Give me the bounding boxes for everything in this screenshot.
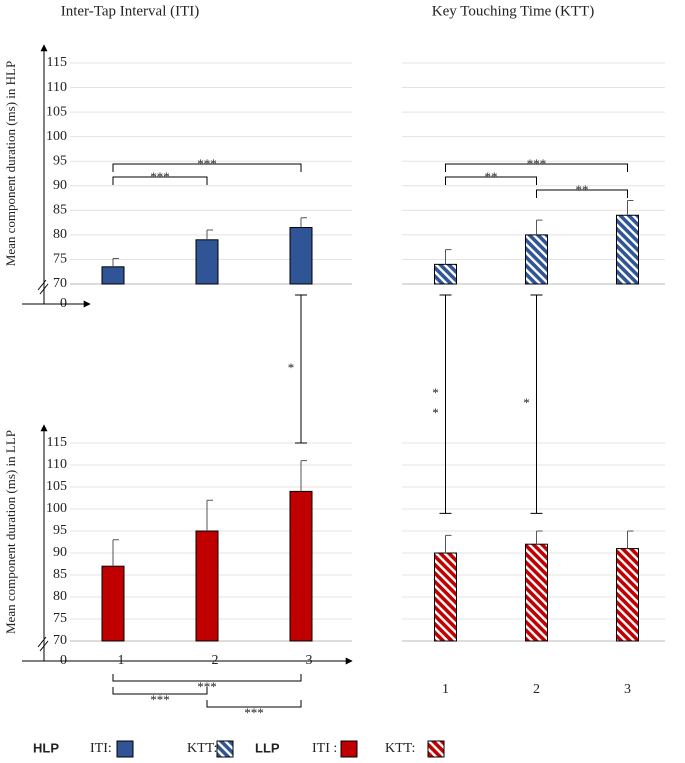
bar xyxy=(525,543,548,642)
axis-break xyxy=(37,636,49,652)
between-bracket xyxy=(439,294,452,514)
bar xyxy=(289,490,313,642)
error-bar xyxy=(445,249,452,265)
y-tick-label: 90 xyxy=(53,178,67,193)
bar xyxy=(195,239,219,285)
legend-swatch xyxy=(116,740,134,758)
bar xyxy=(289,227,313,285)
bar xyxy=(434,552,457,642)
error-bar xyxy=(300,217,307,228)
chart-title: Inter-Tap Interval (ITI) xyxy=(61,3,200,19)
y-tick-label: 110 xyxy=(47,457,67,472)
chart-title: Key Touching Time (KTT) xyxy=(432,3,594,19)
between-label-char: * xyxy=(432,405,439,420)
between-label: * xyxy=(523,395,530,410)
bar xyxy=(616,548,639,642)
error-bar xyxy=(300,460,307,492)
x-tick-label: 3 xyxy=(306,653,313,668)
significance-bracket xyxy=(536,189,628,198)
between-bracket xyxy=(295,294,307,444)
between-label-char: * xyxy=(288,360,295,375)
y-tick-label: 85 xyxy=(53,203,67,218)
significance-bracket xyxy=(445,176,537,185)
significance-label: *** xyxy=(150,692,170,707)
between-bracket xyxy=(530,294,543,514)
error-bar xyxy=(206,499,213,531)
y-tick-label: 110 xyxy=(47,80,67,95)
bar xyxy=(101,565,125,642)
significance-label: *** xyxy=(244,705,264,720)
y-axis-label: Mean component duration (ms) in HLP xyxy=(3,61,18,266)
legend-label: KTT: xyxy=(385,741,415,756)
axis-break xyxy=(37,279,49,295)
error-bar xyxy=(112,539,119,567)
x-tick-label: 2 xyxy=(533,682,540,697)
legend-label: ITI : xyxy=(312,741,337,756)
legend-swatch xyxy=(216,740,234,758)
error-bar xyxy=(445,534,452,553)
y-axis-label: Mean component duration (ms) in LLP xyxy=(3,430,18,634)
legend-group: LLP xyxy=(255,740,280,755)
y-tick-label: 80 xyxy=(53,227,67,242)
y-tick-label: 105 xyxy=(46,104,67,119)
legend-group: HLP xyxy=(33,740,59,755)
error-bar xyxy=(536,530,543,545)
y-tick-label: 115 xyxy=(47,435,67,450)
y-tick-label: 105 xyxy=(46,479,67,494)
between-label-char: * xyxy=(432,385,439,400)
significance-bracket xyxy=(112,674,302,682)
significance-bracket xyxy=(206,700,302,708)
y-tick-label: 95 xyxy=(53,153,67,168)
legend-label: ITI: xyxy=(90,741,112,756)
error-bar xyxy=(206,229,213,240)
significance-label: *** xyxy=(197,156,217,171)
legend-label: KTT: xyxy=(187,741,217,756)
significance-label: *** xyxy=(197,679,217,694)
x-tick-label: 2 xyxy=(212,653,219,668)
y-tick-label: 70 xyxy=(53,276,67,291)
x-tick-label: 3 xyxy=(624,682,631,697)
y-tick-label: 75 xyxy=(53,611,67,626)
x-tick-label: 1 xyxy=(442,682,449,697)
between-label: * xyxy=(288,360,295,375)
error-bar xyxy=(536,219,543,235)
y-tick-label: 95 xyxy=(53,523,67,538)
significance-label: ** xyxy=(576,182,589,197)
legend-swatch xyxy=(427,740,445,758)
error-bar xyxy=(112,257,119,267)
y-tick-label: 100 xyxy=(46,501,67,516)
error-bar xyxy=(627,530,634,549)
y-tick-label: 85 xyxy=(53,567,67,582)
y-tick-label: 75 xyxy=(53,252,67,267)
x-tick-label: 1 xyxy=(118,653,125,668)
significance-label: *** xyxy=(527,156,547,171)
bar xyxy=(525,234,548,285)
significance-bracket xyxy=(112,163,302,172)
significance-label: *** xyxy=(150,169,170,184)
error-bar xyxy=(627,200,634,216)
y-tick-label: 100 xyxy=(46,129,67,144)
significance-bracket xyxy=(112,687,208,695)
y-tick-label: 90 xyxy=(53,545,67,560)
between-label-char: * xyxy=(523,395,530,410)
bar xyxy=(195,530,219,642)
y-tick-label: 80 xyxy=(53,589,67,604)
significance-label: ** xyxy=(485,169,498,184)
y-tick-label: 115 xyxy=(47,55,67,70)
legend-swatch xyxy=(340,740,358,758)
bar xyxy=(101,266,125,285)
bar xyxy=(616,214,639,285)
significance-bracket xyxy=(112,176,208,185)
between-label: * * xyxy=(432,385,439,420)
y-tick-label: 70 xyxy=(53,633,67,648)
significance-bracket xyxy=(445,163,628,172)
bar xyxy=(434,263,457,285)
